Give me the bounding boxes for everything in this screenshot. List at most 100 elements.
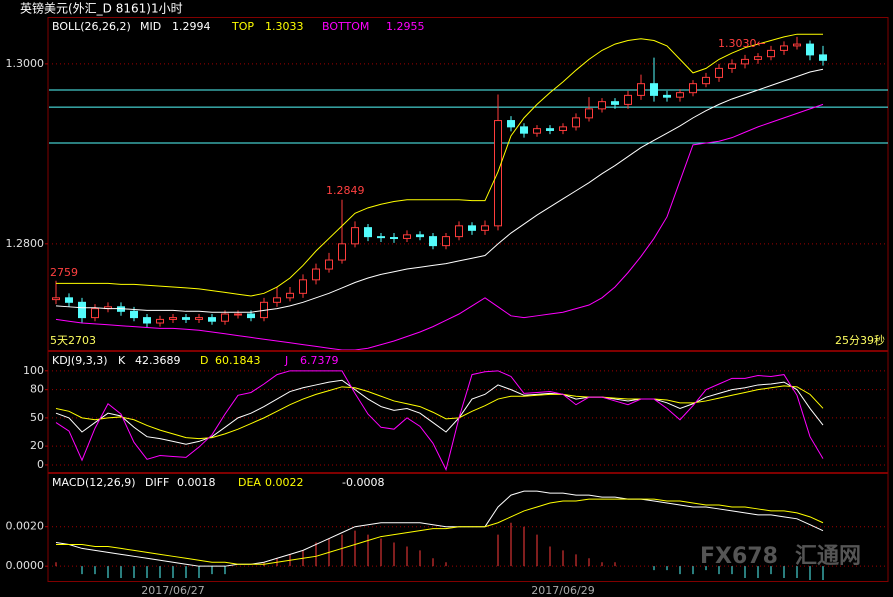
legend-value: 0.0018 xyxy=(177,476,216,489)
candle-body xyxy=(299,279,307,294)
candle-body xyxy=(377,236,385,239)
window-title: 英镑美元(外汇_D 8161)1小时 xyxy=(20,1,183,16)
legend-value: 1.3033 xyxy=(265,20,304,33)
series-line xyxy=(55,490,824,567)
candle-body xyxy=(715,67,723,78)
annotation: 5天2703 xyxy=(50,334,96,347)
candle-body xyxy=(429,236,437,247)
annotation: 1.2849 xyxy=(326,184,365,197)
candle-body xyxy=(559,126,567,131)
candle-body xyxy=(585,108,593,119)
legend-value: -0.0008 xyxy=(342,476,384,489)
series-line xyxy=(56,33,823,297)
candle-body xyxy=(728,63,736,69)
panel-frame xyxy=(47,351,889,473)
x-tick-label: 2017/06/29 xyxy=(531,584,594,597)
legend-title: KDJ(9,3,3) xyxy=(52,354,108,367)
candle-body xyxy=(416,234,424,238)
candle-body xyxy=(806,43,814,56)
y-tick-label: 50 xyxy=(30,411,44,424)
y-tick-label: 1.2800 xyxy=(6,237,45,250)
watermark-site: 汇通网 xyxy=(795,544,861,569)
legend-name: MID xyxy=(140,20,161,33)
candle-body xyxy=(676,92,684,98)
candle-body xyxy=(442,236,450,247)
candle-body xyxy=(338,243,346,261)
candle-body xyxy=(767,49,775,58)
watermark-brand: FX678 xyxy=(700,544,778,569)
legend-value: 60.1843 xyxy=(215,354,261,367)
legend-name: J xyxy=(284,354,288,367)
candle-body xyxy=(234,313,242,316)
candle-body xyxy=(507,120,515,128)
candle-body xyxy=(390,237,398,240)
y-tick-label: 80 xyxy=(30,383,44,396)
candle-body xyxy=(247,313,255,319)
legend-value: 0.0022 xyxy=(265,476,304,489)
candle-body xyxy=(624,94,632,105)
candle-body xyxy=(702,76,710,85)
y-tick-label: 0 xyxy=(37,458,44,471)
legend-value: 42.3689 xyxy=(135,354,181,367)
candle-body xyxy=(650,83,658,96)
candle-body xyxy=(468,225,476,231)
series-line xyxy=(56,498,824,565)
candle-body xyxy=(312,268,320,281)
annotation: 2759 xyxy=(50,266,78,279)
legend-name: D xyxy=(200,354,208,367)
y-tick-label: 1.3000 xyxy=(6,57,45,70)
y-tick-label: 20 xyxy=(30,439,44,452)
candle-body xyxy=(286,292,294,299)
candle-body xyxy=(273,297,281,303)
panel xyxy=(49,490,888,580)
candle-body xyxy=(208,317,216,322)
candle-body xyxy=(481,225,489,231)
candle-body xyxy=(156,318,164,324)
legend-value: 1.2994 xyxy=(172,20,211,33)
candle-body xyxy=(741,58,749,65)
panel xyxy=(49,370,888,472)
candle-body xyxy=(195,317,203,320)
candle-body xyxy=(598,101,606,110)
y-tick-label: 0.0000 xyxy=(6,559,45,572)
candle-body xyxy=(819,54,827,61)
candle-body xyxy=(403,234,411,239)
candle-body xyxy=(325,259,333,270)
candle-body xyxy=(533,128,541,134)
candle-body xyxy=(91,308,99,319)
legend-name: DIFF xyxy=(145,476,169,489)
candle-body xyxy=(78,301,86,319)
candle-body xyxy=(169,317,177,320)
candle-body xyxy=(351,227,359,245)
candle-body xyxy=(143,317,151,324)
candle-body xyxy=(611,101,619,105)
countdown: 25分39秒 xyxy=(835,333,885,347)
legend-value: 1.2955 xyxy=(386,20,425,33)
candle-body xyxy=(364,227,372,238)
candle-body xyxy=(455,225,463,238)
candle-body xyxy=(130,310,138,319)
panel-frame xyxy=(47,17,889,351)
legend-title: BOLL(26,26,2) xyxy=(52,20,131,33)
candle-body xyxy=(637,83,645,96)
legend-name: TOP xyxy=(231,20,254,33)
panel xyxy=(49,33,888,350)
legend-name: BOTTOM xyxy=(322,20,369,33)
x-tick-label: 2017/06/27 xyxy=(141,584,204,597)
annotation: 1.3030← xyxy=(718,37,766,50)
candle-body xyxy=(221,313,229,322)
legend-title: MACD(12,26,9) xyxy=(52,476,136,489)
series-line xyxy=(55,370,824,472)
candle-body xyxy=(65,297,73,303)
candle-body xyxy=(182,317,190,320)
candle-body xyxy=(780,45,788,51)
candle-body xyxy=(689,83,697,94)
candle-body xyxy=(520,126,528,134)
candle-body xyxy=(546,128,554,131)
candle-body xyxy=(52,297,60,301)
legend-value: 6.7379 xyxy=(300,354,339,367)
candle-body xyxy=(572,117,580,128)
